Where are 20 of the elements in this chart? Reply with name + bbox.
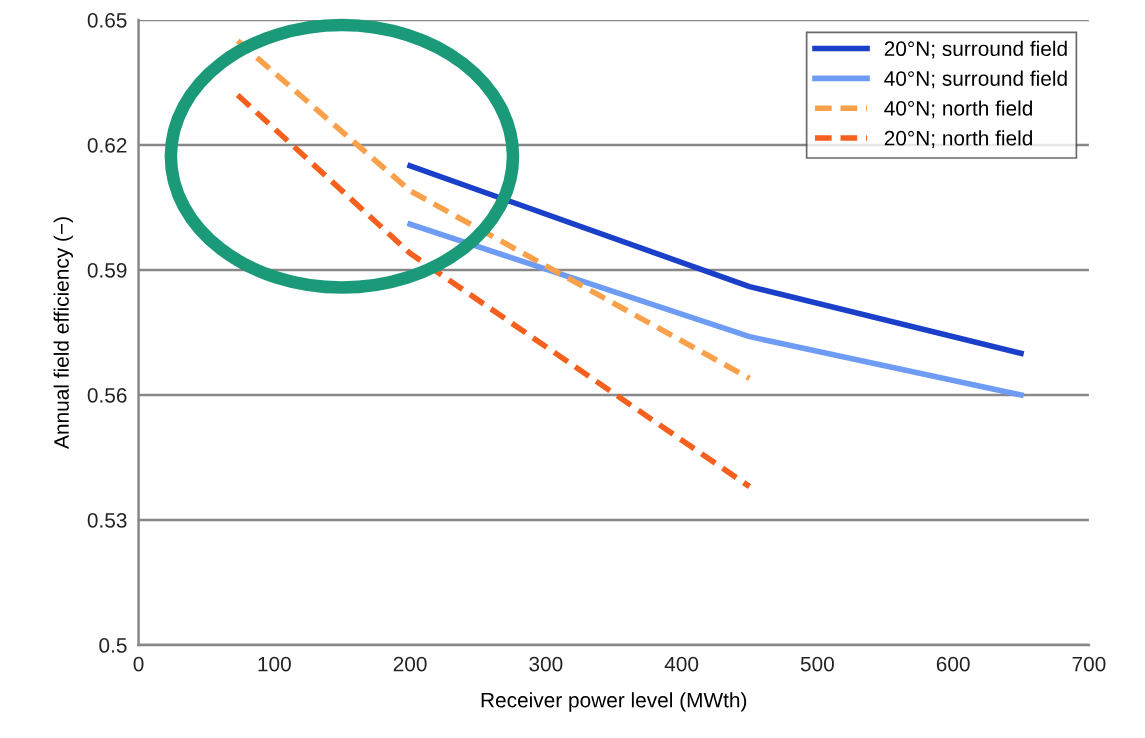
legend-label: 40°N; north field (884, 100, 1032, 119)
legend-label: 20°N; north field (884, 130, 1032, 149)
x-tick-label: 300 (529, 656, 563, 672)
x-tick-label: 500 (800, 656, 834, 672)
y-axis-title: Annual field efficiency (−) (53, 217, 73, 449)
y-tick-label: 0.62 (87, 137, 127, 153)
y-tick-label: 0.59 (87, 262, 127, 278)
legend-label: 20°N; surround field (884, 40, 1067, 59)
x-tick-label: 400 (664, 656, 699, 672)
x-axis-title: Receiver power level (MWth) (481, 692, 747, 712)
y-tick-label: 0.5 (99, 638, 127, 653)
x-tick-label: 700 (1072, 656, 1106, 672)
x-tick-label: 100 (258, 656, 291, 672)
y-tick-label: 0.53 (87, 513, 127, 528)
x-tick-label: 0 (133, 656, 144, 672)
legend-label: 40°N; surround field (884, 70, 1067, 89)
x-tick-label: 200 (393, 656, 427, 672)
y-tick-label: 0.56 (87, 387, 127, 403)
x-tick-label: 600 (936, 656, 970, 672)
y-tick-label: 0.65 (87, 12, 127, 28)
